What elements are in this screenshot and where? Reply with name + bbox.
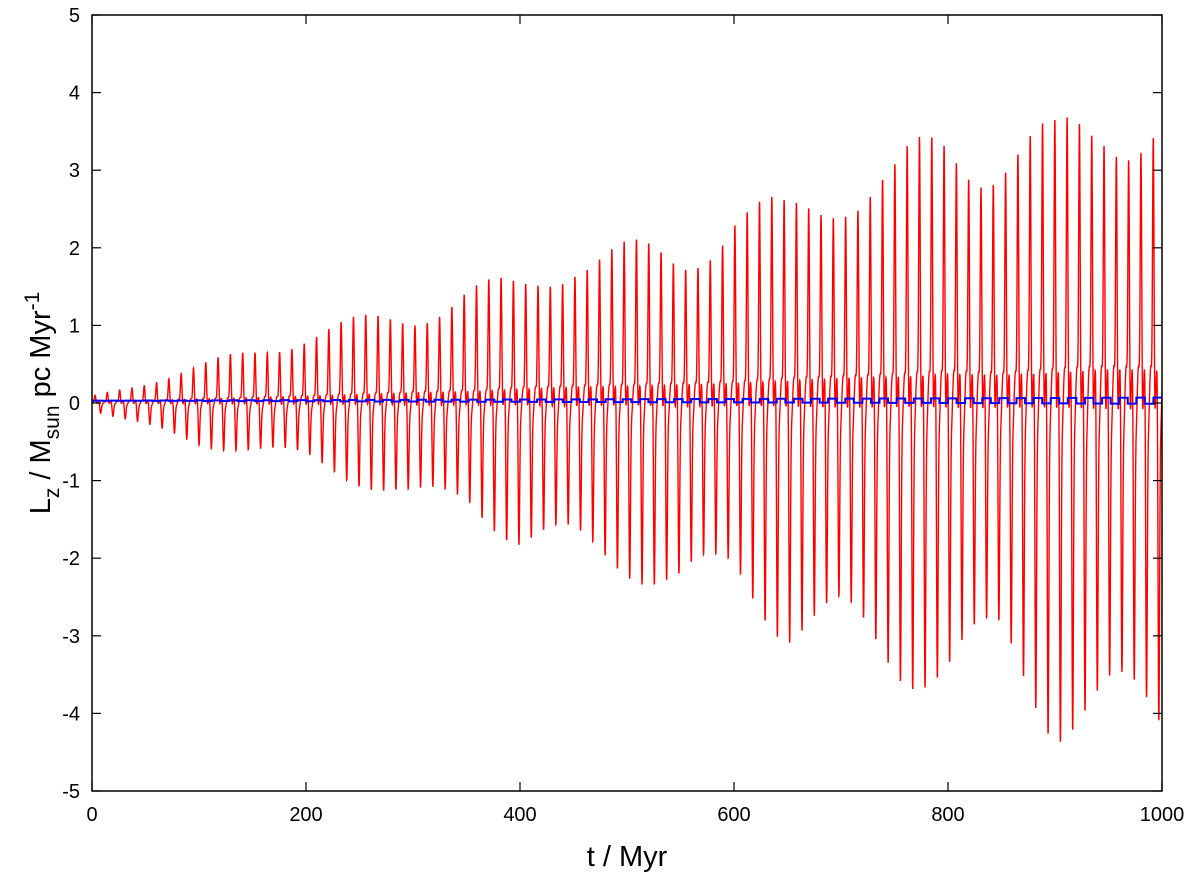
y-tick-label: -4 [62,703,80,725]
x-tick-label: 1000 [1140,804,1185,826]
x-tick-label: 400 [503,804,536,826]
series-red-line [92,117,1162,742]
y-axis-title-base: L [25,498,57,514]
y-tick-label: -5 [62,781,80,803]
series-blue-line [92,396,1162,405]
y-tick-label: -1 [62,471,80,493]
y-tick-label: 5 [69,5,80,27]
y-axis-title-sub2: sun [41,405,64,439]
y-axis-title-sup: -1 [21,292,44,311]
y-axis-title-tail: pc Myr [25,310,57,405]
y-axis-title-sub1: z [41,488,64,499]
x-tick-label: 800 [931,804,964,826]
y-tick-label: 0 [69,393,80,415]
y-tick-label: 2 [69,238,80,260]
tick-layer: 0 200 400 600 800 1000 5 4 3 2 1 0 -1 -2 -3 -4 -5 [62,5,1184,826]
x-tick-label: 600 [717,804,750,826]
series-layer [92,117,1162,742]
y-tick-label: -2 [62,548,80,570]
y-tick-label: -3 [62,626,80,648]
y-tick-label: 1 [69,315,80,337]
x-tick-label: 200 [289,804,322,826]
y-axis-title-mid: / M [25,439,57,487]
y-axis-title: Lz / Msun pc Myr-1 [21,292,64,515]
x-tick-label: 0 [86,804,97,826]
y-tick-label: 4 [69,83,80,105]
y-tick-label: 3 [69,160,80,182]
x-axis-title: t / Myr [587,841,668,873]
